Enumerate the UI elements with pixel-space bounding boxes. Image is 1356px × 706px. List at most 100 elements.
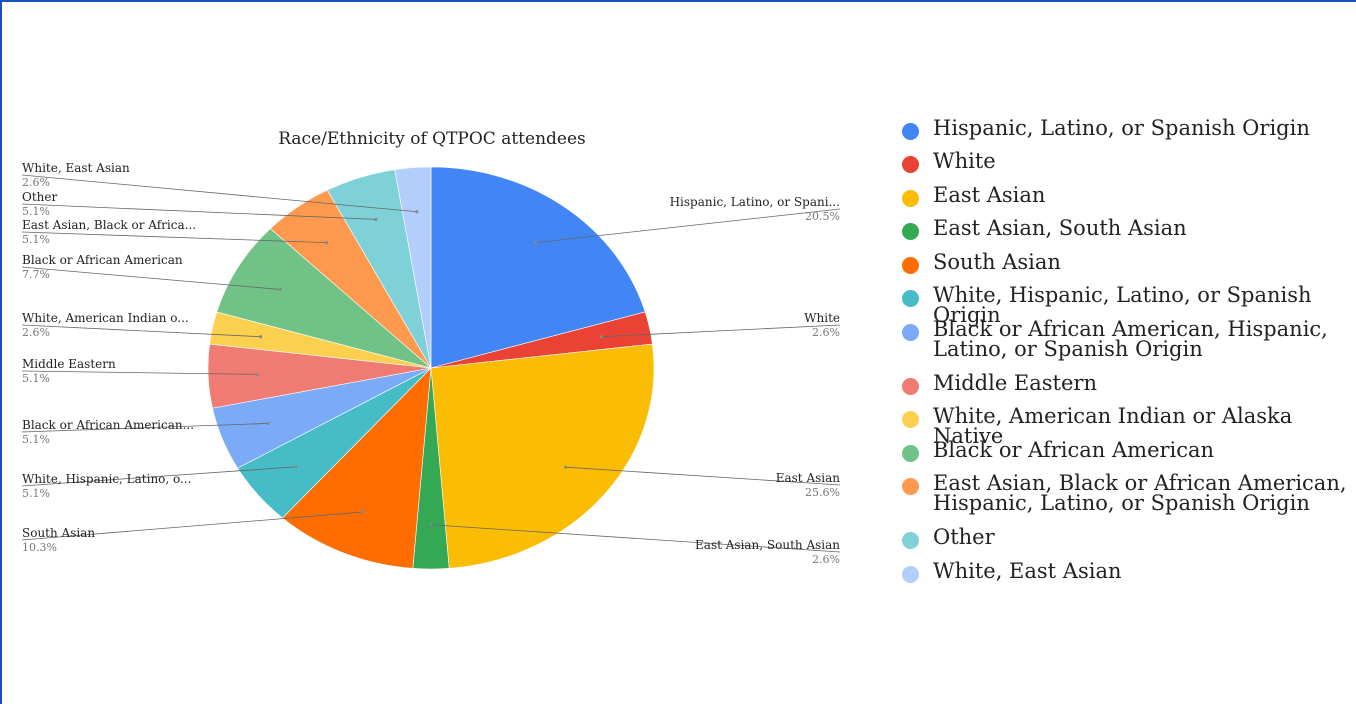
callout-line-middle-eastern <box>21 370 258 375</box>
legend-item-south-asian: South Asian <box>902 252 1353 274</box>
legend-label: Middle Eastern <box>933 371 1097 395</box>
callout-dot-east-asian-south-asian <box>429 523 433 527</box>
callout-percent-east-asian-black-or-african-american-hispanic-latino-or-spanish-origin: 5.1% <box>22 233 50 246</box>
callout-label-hispanic-latino-or-spanish-origin: Hispanic, Latino, or Spani... <box>670 195 840 209</box>
legend-label: Other <box>933 525 995 549</box>
callout-dot-black-or-african-american-hispanic-latino-or-spanish-origin <box>266 421 270 426</box>
legend-label: Black or African American, Hispanic, Lat… <box>933 317 1328 361</box>
legend-item-white: White <box>902 151 1353 173</box>
callout-dot-white-american-indian-or-alaska-native <box>258 335 263 339</box>
legend-label: White, Hispanic, Latino, or Spanish Orig… <box>933 283 1312 327</box>
callout-label-south-asian: South Asian <box>22 526 95 540</box>
callout-line-black-or-african-american-hispanic-latino-or-spanish-origin <box>21 423 269 433</box>
callout-label-east-asian-black-or-african-american-hispanic-latino-or-spanish-origin: East Asian, Black or Africa... <box>22 218 196 232</box>
callout-label-middle-eastern: Middle Eastern <box>22 357 116 371</box>
callout-percent-white-hispanic-latino-or-spanish-origin: 5.1% <box>22 487 50 500</box>
callout-line-black-or-african-american <box>21 266 281 290</box>
legend-label: White, East Asian <box>933 559 1122 583</box>
callout-dot-white-east-asian <box>415 210 419 214</box>
legend-label: East Asian, Black or African American, H… <box>933 471 1347 515</box>
legend-item-white-east-asian: White, East Asian <box>902 561 1353 583</box>
callout-label-white: White <box>804 311 840 325</box>
legend-label: South Asian <box>933 250 1061 274</box>
legend-swatch <box>902 378 919 395</box>
callout-dot-black-or-african-american <box>278 287 283 292</box>
legend-swatch <box>902 411 919 428</box>
legend-label: East Asian, South Asian <box>933 216 1187 240</box>
legend-item-white-hispanic-latino-or-spanish-origin: White, Hispanic, Latino, or Spanish Orig… <box>902 283 1353 327</box>
pie-slice-south-asian <box>282 367 432 569</box>
legend-swatch <box>902 223 919 240</box>
legend-swatch <box>902 445 919 462</box>
pie-slices <box>207 166 655 570</box>
pie-slice-black-or-african-american <box>216 228 432 369</box>
callout-percent-white: 2.6% <box>812 326 840 339</box>
callout-dot-other <box>374 217 378 221</box>
pie-slice-east-asian <box>430 343 655 569</box>
callout-percent-other: 5.1% <box>22 205 50 218</box>
callout-line-white-american-indian-or-alaska-native <box>21 324 261 338</box>
legend-item-east-asian-black-or-african-american-hispanic-latino-or-spanish-origin: East Asian, Black or African American, H… <box>902 471 1353 515</box>
callout-dot-white <box>599 335 604 339</box>
callout-percent-east-asian: 25.6% <box>805 486 840 499</box>
callout-line-east-asian-black-or-african-american-hispanic-latino-or-spanish-origin <box>21 231 327 244</box>
legend-item-other: Other <box>902 527 1353 549</box>
legend-swatch <box>902 190 919 207</box>
legend-item-white-american-indian-or-alaska-native: White, American Indian or Alaska Native <box>902 404 1353 448</box>
legend-label: East Asian <box>933 183 1046 207</box>
slice-callouts: Hispanic, Latino, or Spani...20.5%White2… <box>21 161 841 566</box>
callout-dot-middle-eastern <box>255 372 259 377</box>
legend-swatch <box>902 156 919 173</box>
callout-line-hispanic-latino-or-spanish-origin <box>535 208 841 244</box>
callout-dot-east-asian <box>564 465 568 469</box>
callout-label-east-asian-south-asian: East Asian, South Asian <box>695 538 840 552</box>
legend-swatch <box>902 257 919 274</box>
callout-line-white-hispanic-latino-or-spanish-origin <box>21 466 296 487</box>
legend-swatch <box>902 123 919 140</box>
callout-line-south-asian <box>21 511 363 541</box>
pie-slice-white-east-asian <box>394 166 432 369</box>
callout-label-other: Other <box>22 190 57 204</box>
chart-title: Race/Ethnicity of QTPOC attendees <box>278 129 586 149</box>
legend-swatch <box>902 532 919 549</box>
legend-item-east-asian-south-asian: East Asian, South Asian <box>902 218 1353 240</box>
callout-label-black-or-african-american: Black or African American <box>22 253 183 267</box>
callout-label-white-american-indian-or-alaska-native: White, American Indian o... <box>22 311 189 325</box>
legend-label: Hispanic, Latino, or Spanish Origin <box>933 116 1310 140</box>
callout-percent-white-east-asian: 2.6% <box>22 176 50 189</box>
callout-line-white-east-asian <box>21 174 417 213</box>
callout-percent-black-or-african-american-hispanic-latino-or-spanish-origin: 5.1% <box>22 433 50 446</box>
callout-percent-south-asian: 10.3% <box>22 541 57 554</box>
legend-item-east-asian: East Asian <box>902 185 1353 207</box>
callout-percent-middle-eastern: 5.1% <box>22 372 50 385</box>
legend-swatch <box>902 478 919 495</box>
legend-swatch <box>902 290 919 307</box>
callout-line-east-asian-south-asian <box>430 524 841 553</box>
callout-dot-south-asian <box>360 510 365 514</box>
legend-item-black-or-african-american: Black or African American <box>902 440 1353 462</box>
pie-slice-hispanic-latino-or-spanish-origin <box>430 166 646 369</box>
callout-percent-white-american-indian-or-alaska-native: 2.6% <box>22 326 50 339</box>
legend-item-hispanic-latino-or-spanish-origin: Hispanic, Latino, or Spanish Origin <box>902 118 1353 140</box>
legend-label: White, American Indian or Alaska Native <box>933 404 1293 448</box>
callout-percent-hispanic-latino-or-spanish-origin: 20.5% <box>805 210 840 223</box>
callout-line-other <box>21 203 376 220</box>
callout-label-black-or-african-american-hispanic-latino-or-spanish-origin: Black or African American... <box>22 418 194 432</box>
callout-line-white <box>601 324 841 338</box>
legend-swatch <box>902 566 919 583</box>
callout-label-east-asian: East Asian <box>776 471 841 485</box>
callout-label-white-hispanic-latino-or-spanish-origin: White, Hispanic, Latino, o... <box>22 472 192 486</box>
legend-item-middle-eastern: Middle Eastern <box>902 373 1353 395</box>
legend-label: Black or African American <box>933 438 1215 462</box>
callout-label-white-east-asian: White, East Asian <box>22 161 130 175</box>
callout-dot-white-hispanic-latino-or-spanish-origin <box>294 465 298 469</box>
callout-percent-black-or-african-american: 7.7% <box>22 268 50 281</box>
callout-dot-hispanic-latino-or-spanish-origin <box>533 241 538 245</box>
legend-item-black-or-african-american-hispanic-latino-or-spanish-origin: Black or African American, Hispanic, Lat… <box>902 317 1353 361</box>
callout-dot-east-asian-black-or-african-american-hispanic-latino-or-spanish-origin <box>324 241 329 245</box>
callout-percent-east-asian-south-asian: 2.6% <box>812 553 840 566</box>
callout-line-east-asian <box>565 466 841 486</box>
legend-label: White <box>933 149 996 173</box>
